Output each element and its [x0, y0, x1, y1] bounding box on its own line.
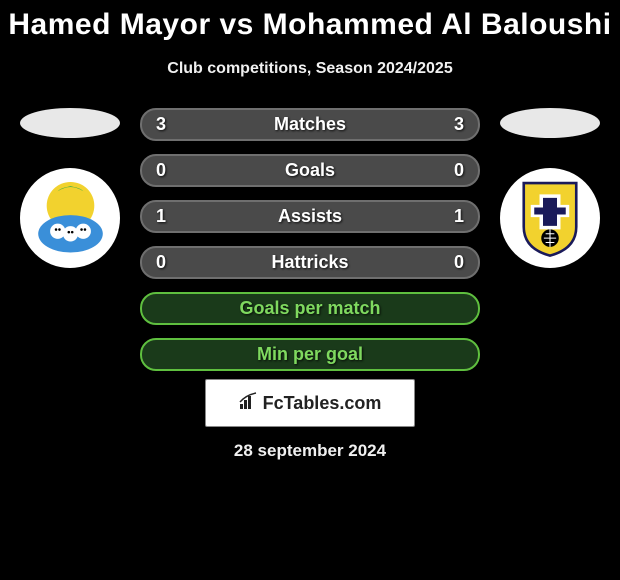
stat-left-value: 0	[156, 252, 166, 273]
club-logo-left-icon	[28, 176, 113, 261]
page-title: Hamed Mayor vs Mohammed Al Baloushi	[8, 8, 611, 42]
stat-bar-assists: 1 Assists 1	[140, 200, 480, 233]
stat-right-value: 1	[454, 206, 464, 227]
stat-bar-goals: 0 Goals 0	[140, 154, 480, 187]
comparison-card: Hamed Mayor vs Mohammed Al Baloushi Club…	[0, 0, 620, 580]
stat-left-value: 3	[156, 114, 166, 135]
date-text: 28 september 2024	[234, 441, 386, 461]
stat-label: Goals per match	[239, 298, 380, 319]
left-column	[15, 108, 125, 268]
stats-column: 3 Matches 3 0 Goals 0 1 Assists 1 0 Hatt…	[140, 108, 480, 371]
stat-right-value: 0	[454, 252, 464, 273]
stat-bar-hattricks: 0 Hattricks 0	[140, 246, 480, 279]
comparison-area: 3 Matches 3 0 Goals 0 1 Assists 1 0 Hatt…	[0, 108, 620, 371]
club-badge-right	[500, 168, 600, 268]
club-badge-left	[20, 168, 120, 268]
nation-flag-left	[20, 108, 120, 138]
chart-icon	[239, 392, 259, 415]
stat-left-value: 0	[156, 160, 166, 181]
stat-left-value: 1	[156, 206, 166, 227]
stat-label: Hattricks	[271, 252, 348, 273]
page-subtitle: Club competitions, Season 2024/2025	[167, 60, 452, 78]
club-logo-right-icon	[515, 178, 585, 258]
stat-label: Matches	[274, 114, 346, 135]
stat-label: Goals	[285, 160, 335, 181]
stat-label: Assists	[278, 206, 342, 227]
right-column	[495, 108, 605, 268]
branding-box: FcTables.com	[205, 379, 415, 427]
stat-bar-matches: 3 Matches 3	[140, 108, 480, 141]
branding-label: FcTables.com	[263, 393, 382, 414]
stat-bar-min-per-goal: Min per goal	[140, 338, 480, 371]
stat-bar-goals-per-match: Goals per match	[140, 292, 480, 325]
stat-right-value: 3	[454, 114, 464, 135]
branding-text: FcTables.com	[239, 392, 382, 415]
nation-flag-right	[500, 108, 600, 138]
stat-label: Min per goal	[257, 344, 363, 365]
stat-right-value: 0	[454, 160, 464, 181]
